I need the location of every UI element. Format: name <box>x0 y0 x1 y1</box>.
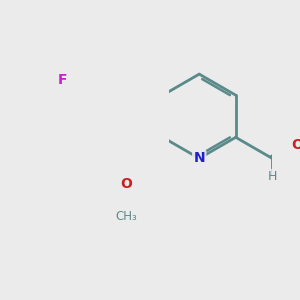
Text: O: O <box>291 138 300 152</box>
Text: F: F <box>58 74 68 87</box>
Text: CH₃: CH₃ <box>116 210 137 223</box>
Text: N: N <box>194 152 205 165</box>
Text: O: O <box>120 177 132 191</box>
Text: H: H <box>268 170 277 183</box>
